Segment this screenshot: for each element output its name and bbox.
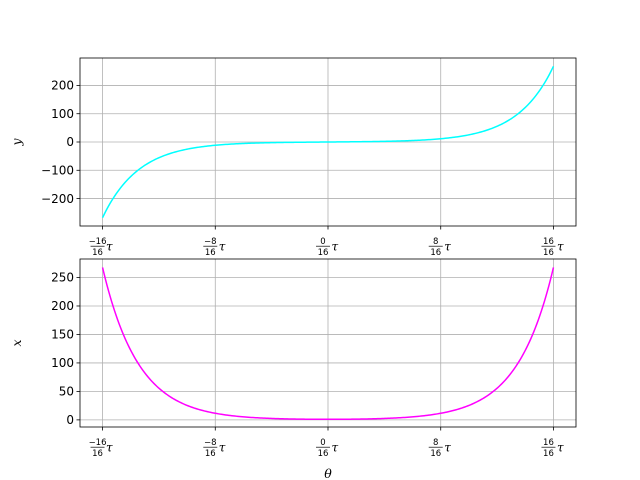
y-tick-label: 150 xyxy=(51,328,74,342)
x-tick-numerator: −8 xyxy=(204,237,217,247)
x-tick-unit: τ xyxy=(106,240,113,254)
y-tick-label: 200 xyxy=(51,299,74,313)
x-tick-unit: τ xyxy=(106,441,113,455)
series-line-0 xyxy=(101,65,555,219)
x-tick-unit: τ xyxy=(557,441,564,455)
x-tick-unit: τ xyxy=(332,441,339,455)
x-tick-numerator: 16 xyxy=(543,438,554,448)
y-tick-label: 250 xyxy=(51,271,74,285)
x-tick-denominator: 16 xyxy=(92,449,103,459)
x-tick-numerator: 8 xyxy=(433,438,438,448)
y-tick-label: 0 xyxy=(66,413,74,427)
x-tick-denominator: 16 xyxy=(430,248,441,258)
x-tick-denominator: 16 xyxy=(543,248,554,258)
y-tick-label: −100 xyxy=(41,163,74,177)
y-tick-label: 200 xyxy=(51,79,74,93)
y-tick-label: 100 xyxy=(51,107,74,121)
x-tick-unit: τ xyxy=(444,441,451,455)
x-tick-label: 016 τ xyxy=(316,438,339,459)
x-tick-numerator: −8 xyxy=(204,438,217,448)
x-tick-denominator: 16 xyxy=(318,248,329,258)
x-tick-label: 016 τ xyxy=(316,237,339,258)
x-tick-denominator: 16 xyxy=(92,248,103,258)
x-tick-denominator: 16 xyxy=(430,449,441,459)
y-tick-label: −200 xyxy=(41,192,74,206)
x-tick-label: 816 τ xyxy=(428,237,451,258)
y-tick-label: 0 xyxy=(66,135,74,149)
x-tick-numerator: 8 xyxy=(433,237,438,247)
x-tick-label: −816 τ xyxy=(203,438,226,459)
x-tick-numerator: −16 xyxy=(89,237,107,247)
x-tick-numerator: 16 xyxy=(543,237,554,247)
x-tick-label: −816 τ xyxy=(203,237,226,258)
series-line-1 xyxy=(101,267,555,421)
x-tick-unit: τ xyxy=(557,240,564,254)
x-tick-unit: τ xyxy=(332,240,339,254)
x-tick-unit: τ xyxy=(219,240,226,254)
y-tick-label: 100 xyxy=(51,356,74,370)
y-axis-label: y xyxy=(9,138,24,147)
x-tick-unit: τ xyxy=(444,240,451,254)
x-tick-numerator: 0 xyxy=(320,237,325,247)
x-tick-denominator: 16 xyxy=(318,449,329,459)
y-axis-label: x xyxy=(9,339,24,346)
x-tick-denominator: 16 xyxy=(543,449,554,459)
x-tick-denominator: 16 xyxy=(205,449,216,459)
x-axis-label: θ xyxy=(324,466,332,480)
x-tick-label: 816 τ xyxy=(428,438,451,459)
x-tick-numerator: 0 xyxy=(320,438,325,448)
x-tick-denominator: 16 xyxy=(205,248,216,258)
x-tick-numerator: −16 xyxy=(89,438,107,448)
x-tick-unit: τ xyxy=(219,441,226,455)
y-tick-label: 50 xyxy=(59,385,74,399)
